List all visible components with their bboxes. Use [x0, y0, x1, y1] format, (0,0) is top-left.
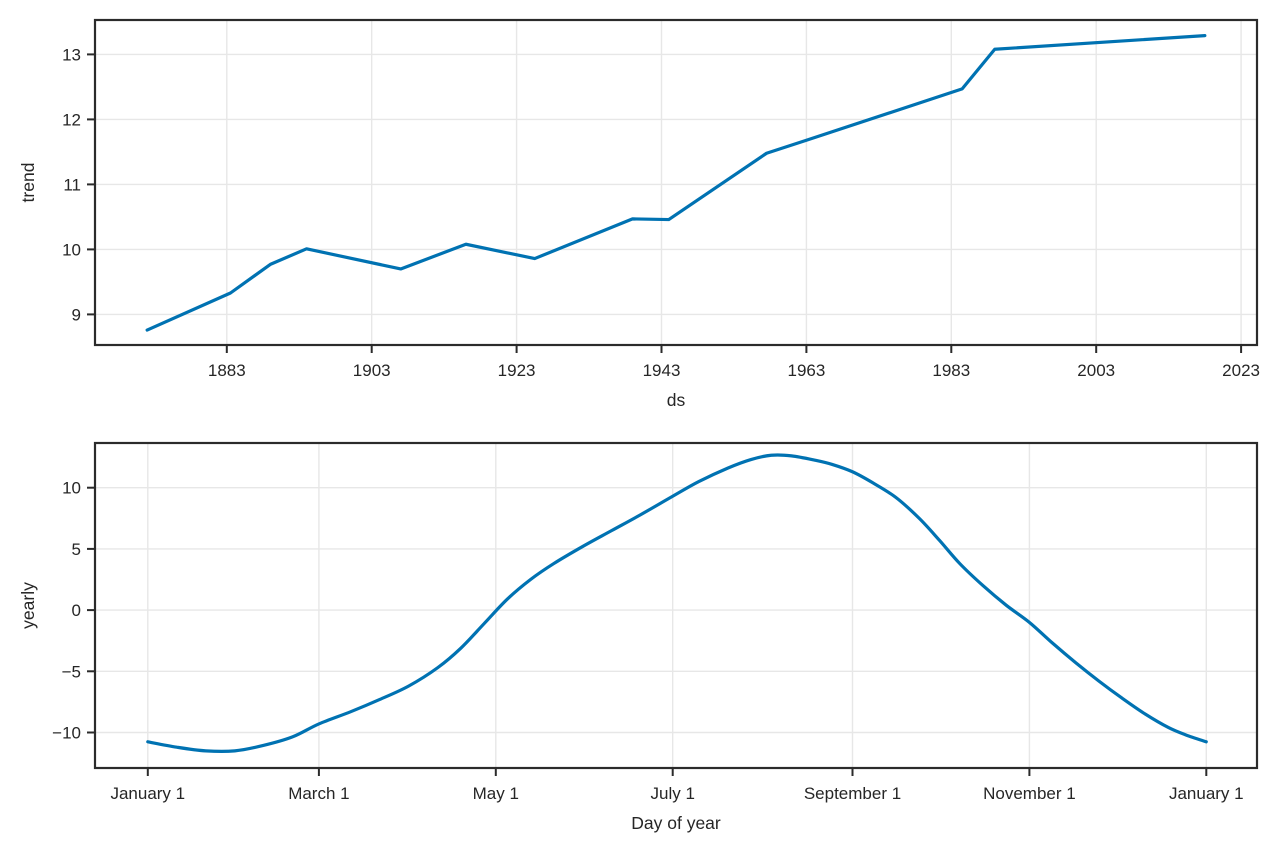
y-axis-label: trend — [18, 163, 38, 203]
x-tick-label: 1883 — [208, 361, 246, 380]
y-tick-label: 12 — [62, 110, 81, 129]
x-tick-label: 1943 — [643, 361, 681, 380]
x-tick-label: 1923 — [498, 361, 536, 380]
y-tick-label: 0 — [72, 601, 81, 620]
y-axis-label: yearly — [18, 582, 38, 629]
y-tick-label: 10 — [62, 479, 81, 498]
trend-series-line — [145, 34, 1207, 332]
y-tick-label: 9 — [72, 305, 81, 324]
plot-border — [93, 18, 1259, 347]
yearly-series-line — [146, 453, 1208, 754]
x-tick-label: 2023 — [1222, 361, 1260, 380]
y-tick-label: 11 — [63, 175, 81, 194]
y-tick-label: 10 — [62, 240, 81, 259]
x-tick-label: January 1 — [110, 784, 185, 803]
x-axis-label: Day of year — [631, 813, 721, 833]
x-axis-label: ds — [667, 390, 686, 410]
x-tick-label: September 1 — [804, 784, 901, 803]
x-tick-label: March 1 — [288, 784, 349, 803]
x-tick-label: 2003 — [1077, 361, 1115, 380]
x-tick-label: January 1 — [1169, 784, 1244, 803]
x-tick-label: July 1 — [650, 784, 694, 803]
plot-border — [93, 441, 1259, 770]
x-tick-label: 1983 — [932, 361, 970, 380]
y-tick-label: −5 — [62, 662, 81, 681]
y-tick-label: 5 — [72, 540, 81, 559]
y-tick-label: 13 — [62, 45, 81, 64]
x-tick-label: May 1 — [473, 784, 519, 803]
x-tick-label: November 1 — [983, 784, 1076, 803]
y-tick-label: −10 — [52, 724, 81, 743]
x-tick-label: 1903 — [353, 361, 391, 380]
x-tick-label: 1963 — [787, 361, 825, 380]
